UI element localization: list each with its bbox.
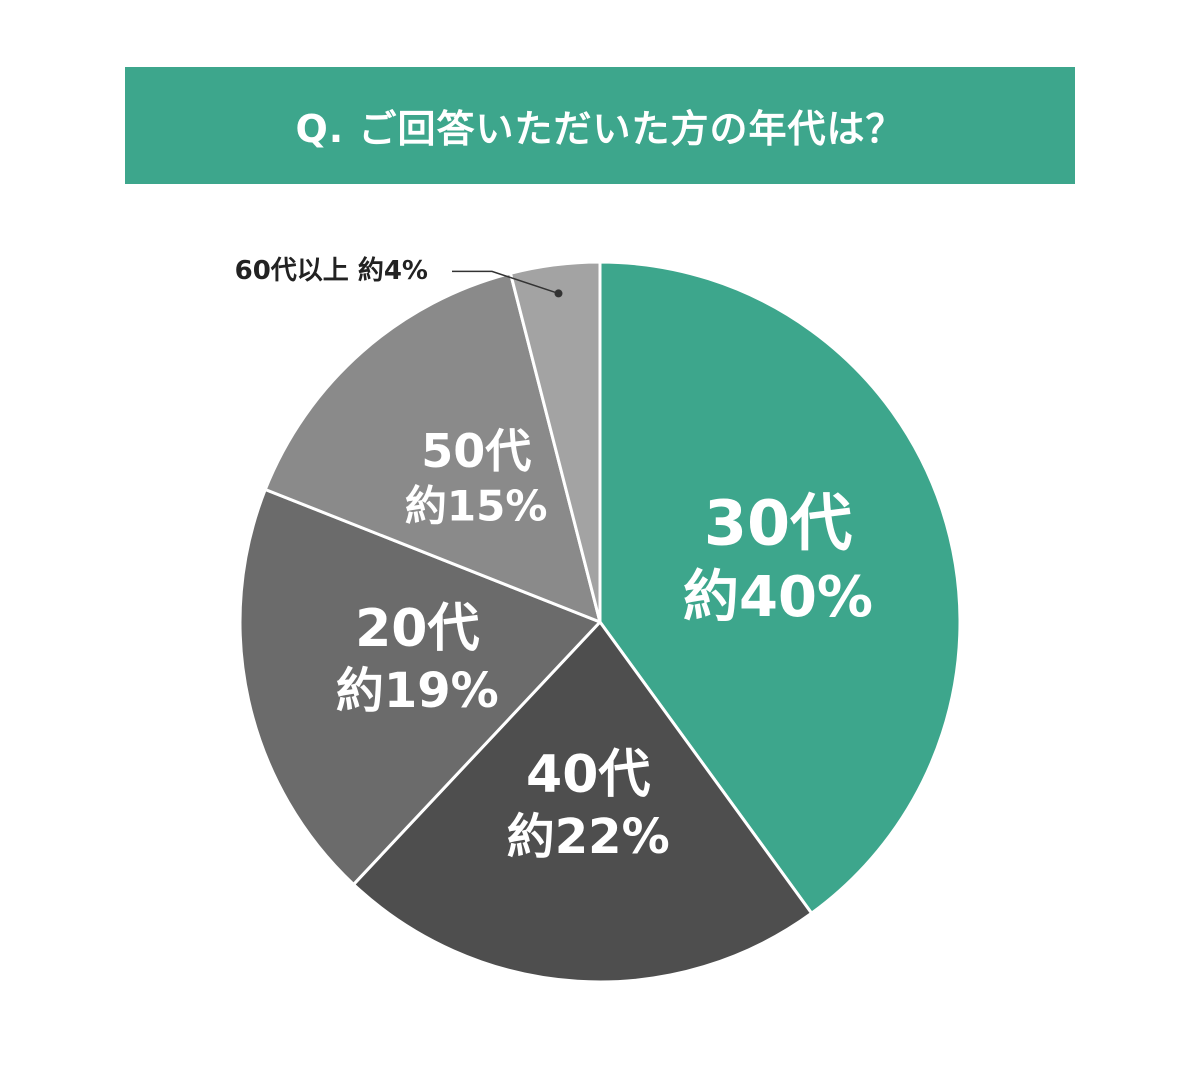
pie-slice-30-0 [598, 260, 962, 915]
slice-label-category-3: 50代 [421, 424, 531, 478]
chart-title: Q. ご回答いただいた方の年代は？ [295, 107, 905, 151]
slice-label-category-2: 20代 [355, 599, 479, 659]
slice-label-percent-1: 約22% [507, 809, 670, 865]
slice-label-external-4: 60代以上 約4% [235, 255, 428, 286]
pie-slice-50-3 [263, 271, 602, 624]
pie-slice-20-2 [238, 487, 602, 886]
slice-label-percent-3: 約15% [405, 481, 548, 530]
slice-label-percent-2: 約19% [336, 663, 499, 719]
slice-label-category-0: 30代 [704, 487, 852, 560]
slice-label-percent-0: 約40% [683, 565, 873, 630]
slice-label-category-1: 40代 [526, 745, 650, 805]
leader-line-4 [452, 270, 559, 295]
pie-slice-40-1 [352, 620, 814, 984]
pie-slice-60-4 [508, 260, 602, 624]
title-banner: Q. ご回答いただいた方の年代は？ [125, 67, 1075, 184]
